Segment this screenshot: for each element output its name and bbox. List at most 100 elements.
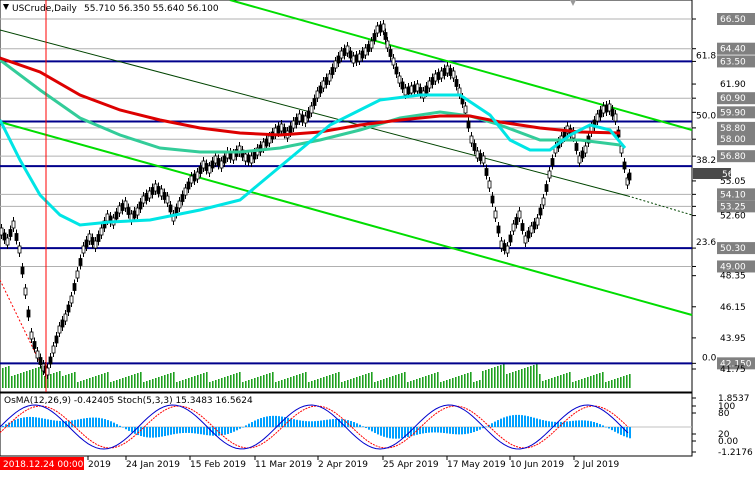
volume-bar [497, 366, 499, 388]
volume-bar [230, 375, 232, 388]
osma-histogram-bar [557, 421, 559, 427]
candle-body [90, 237, 95, 245]
osma-histogram-bar [398, 427, 400, 439]
osma-histogram-bar [299, 420, 301, 427]
candle-body [261, 141, 266, 150]
volume-bar [191, 377, 193, 388]
volume-bar [197, 375, 199, 388]
osma-histogram-bar [278, 416, 280, 427]
current-price-label: 56.10 [722, 170, 748, 180]
volume-bar [50, 374, 52, 388]
symbol-label: USCrude,Daily [12, 4, 78, 14]
volume-bar [581, 379, 583, 388]
volume-bar [215, 380, 217, 388]
volume-bar [182, 380, 184, 388]
volume-bar [428, 375, 430, 388]
volume-bar [224, 377, 226, 388]
osma-histogram-bar [395, 427, 397, 439]
osma-histogram-bar [5, 424, 7, 427]
candle-body [32, 341, 37, 349]
price-tick-label: 58.00 [720, 135, 746, 145]
candle-body [78, 258, 83, 266]
volume-bar [518, 370, 520, 388]
candle-body [135, 207, 140, 216]
volume-bar [188, 378, 190, 388]
volume-bar [59, 371, 61, 388]
stochastic-main-line [0, 404, 629, 450]
volume-bar [407, 382, 409, 388]
volume-bar [266, 374, 268, 388]
volume-bar [587, 377, 589, 388]
volume-bar [605, 382, 607, 388]
osma-histogram-bar [368, 427, 370, 430]
candle-body [357, 53, 362, 62]
volume-bar [305, 372, 307, 388]
time-axis[interactable]: 2019 24 Jan 2019 15 Feb 2019 11 Mar 2019 2 A… [87, 456, 619, 470]
volume-bar [155, 378, 157, 388]
volume-bar [245, 381, 247, 388]
volume-bar [143, 382, 145, 388]
price-tick-label: 55.05 [720, 177, 746, 187]
volume-bar [146, 381, 148, 388]
osma-histogram-bar [401, 427, 403, 439]
candle-body [523, 235, 528, 244]
price-axis[interactable]: 66.50 64.40 63.50 61.90 60.90 59.90 58.8058.00… [692, 13, 755, 375]
price-tick-label: 42.150 [720, 359, 752, 369]
candle-body [598, 109, 603, 118]
symbol-dropdown-icon[interactable] [3, 4, 9, 10]
osma-histogram-bar [542, 420, 544, 427]
volume-bar [35, 368, 37, 388]
candle-body [8, 229, 13, 237]
candle-body [38, 357, 43, 365]
osma-histogram-bar [494, 421, 496, 427]
volume-bar [62, 376, 64, 388]
candle-body [400, 81, 405, 90]
volume-bar [434, 373, 436, 388]
osma-histogram-bar [146, 427, 148, 438]
osma-histogram-bar [110, 421, 112, 427]
osma-histogram-bar [575, 420, 577, 427]
candle-body [84, 239, 89, 248]
candle-body [192, 173, 197, 182]
volume-bar [599, 373, 601, 388]
volume-bar [11, 376, 13, 388]
chart-shift-marker[interactable] [570, 0, 576, 6]
volume-bar [113, 381, 115, 388]
osma-histogram-bar [560, 421, 562, 427]
candle-body [339, 50, 344, 59]
time-tick-label: 2 Apr 2019 [318, 460, 368, 470]
candle-body [117, 205, 122, 214]
volume-bar [377, 381, 379, 388]
volume-bar [620, 377, 622, 388]
candle-body [327, 73, 332, 82]
volume-bar [416, 379, 418, 388]
volume-bar [539, 374, 541, 388]
osma-histogram-bar [431, 427, 433, 433]
candle-body [5, 237, 10, 246]
candle-body [430, 77, 435, 85]
candle-body [383, 32, 388, 40]
osma-histogram-bar [374, 427, 376, 433]
price-tick-label: 66.50 [720, 15, 746, 25]
candle-body [369, 40, 374, 49]
volume-bar [443, 381, 445, 388]
channel-mid-line-projection [627, 195, 693, 216]
volume-bar [302, 373, 304, 388]
osma-histogram-bar [539, 419, 541, 427]
volume-bar [365, 374, 367, 388]
osma-histogram-bar [149, 427, 151, 438]
volume-bar [458, 376, 460, 388]
time-tick-label: 10 Jun 2019 [510, 460, 564, 470]
crosshair-date-badge [0, 457, 84, 470]
osma-histogram-bar [380, 427, 382, 436]
volume-bar [527, 367, 529, 388]
volume-bar [293, 376, 295, 388]
osma-histogram-bar [239, 427, 241, 429]
osma-histogram-bar [188, 427, 190, 433]
candle-body [144, 193, 149, 201]
volume-bar [119, 379, 121, 388]
candle-body [394, 66, 399, 75]
